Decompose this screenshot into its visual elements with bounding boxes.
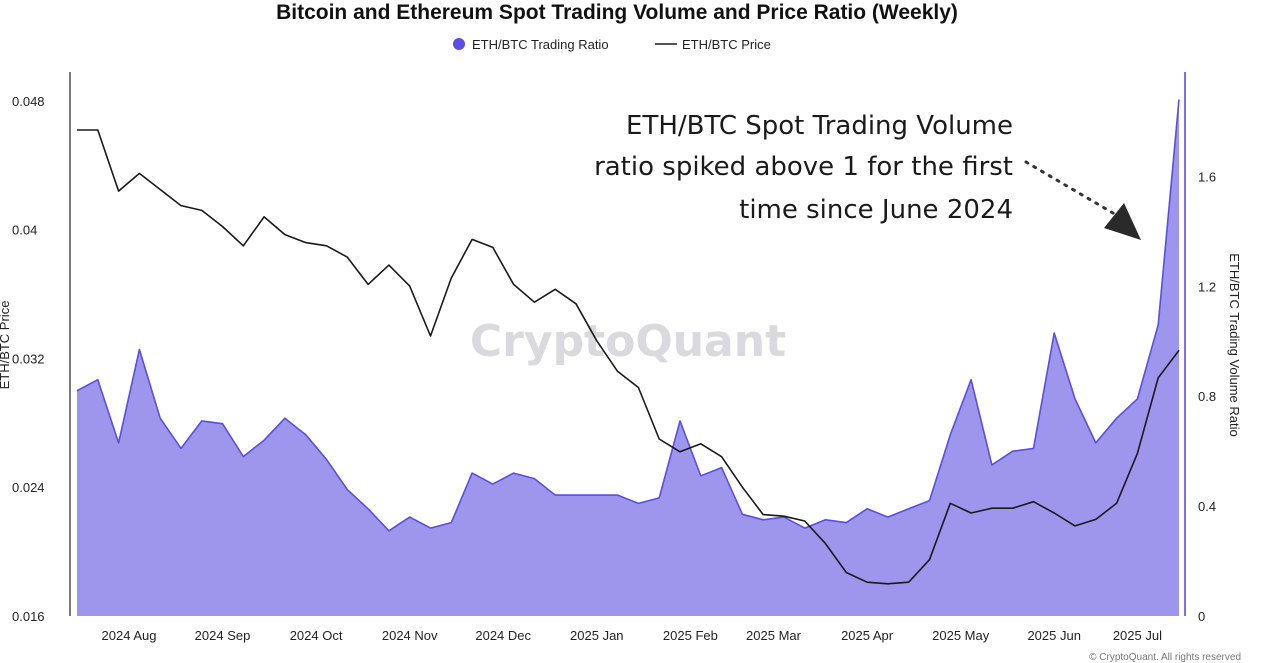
x-tick-label: 2024 Nov	[382, 628, 438, 643]
x-tick-label: 2025 Apr	[841, 628, 894, 643]
x-tick-label: 2024 Dec	[475, 628, 531, 643]
right-axis-ticks: 0 0.4 0.8 1.2 1.6	[1198, 169, 1216, 624]
chart-title: Bitcoin and Ethereum Spot Trading Volume…	[276, 1, 958, 24]
right-tick-label: 0	[1198, 609, 1205, 624]
annotation: ETH/BTC Spot Trading Volume ratio spiked…	[594, 111, 1141, 240]
annotation-arrow-head-icon	[1104, 203, 1141, 240]
copyright: © CryptoQuant. All rights reserved	[1089, 652, 1241, 663]
right-tick-label: 1.6	[1198, 169, 1216, 184]
left-tick-label: 0.04	[12, 223, 37, 238]
annotation-line-3: time since June 2024	[739, 195, 1013, 225]
x-tick-label: 2025 Feb	[663, 628, 718, 643]
annotation-line-1: ETH/BTC Spot Trading Volume	[626, 111, 1013, 141]
right-tick-label: 1.2	[1198, 279, 1216, 294]
legend: ETH/BTC Trading Ratio ETH/BTC Price	[453, 37, 771, 52]
trading-ratio-outline	[76, 99, 1180, 532]
left-tick-label: 0.016	[12, 609, 45, 624]
x-tick-label: 2024 Aug	[102, 628, 157, 643]
x-tick-label: 2025 Jun	[1027, 628, 1081, 643]
watermark: CryptoQuant	[470, 316, 786, 367]
x-tick-label: 2025 May	[932, 628, 990, 643]
x-tick-label: 2024 Oct	[290, 628, 343, 643]
x-tick-label: 2025 Mar	[746, 628, 802, 643]
x-tick-label: 2024 Sep	[195, 628, 251, 643]
right-tick-label: 0.4	[1198, 499, 1216, 514]
annotation-arrow-dotted-line	[1024, 160, 1120, 218]
x-axis-ticks: 2024 Aug 2024 Sep 2024 Oct 2024 Nov 2024 Dec…	[102, 628, 1163, 643]
legend-dot-icon	[453, 38, 465, 50]
x-tick-label: 2025 Jul	[1113, 628, 1162, 643]
trading-ratio-area	[77, 99, 1179, 616]
left-axis-ticks: 0.016 0.024 0.032 0.04 0.048	[12, 94, 45, 624]
x-tick-label: 2025 Jan	[570, 628, 624, 643]
legend-label-price: ETH/BTC Price	[682, 37, 771, 52]
price-line	[77, 129, 1180, 585]
left-tick-label: 0.024	[12, 480, 45, 495]
left-tick-label: 0.032	[12, 352, 45, 367]
right-tick-label: 0.8	[1198, 389, 1216, 404]
right-axis-label: ETH/BTC Trading Volume Ratio	[1227, 253, 1242, 437]
annotation-line-2: ratio spiked above 1 for the first	[594, 152, 1013, 182]
left-axis-label: ETH/BTC Price	[0, 301, 12, 390]
left-tick-label: 0.048	[12, 94, 45, 109]
legend-label-trading-ratio: ETH/BTC Trading Ratio	[472, 37, 609, 52]
